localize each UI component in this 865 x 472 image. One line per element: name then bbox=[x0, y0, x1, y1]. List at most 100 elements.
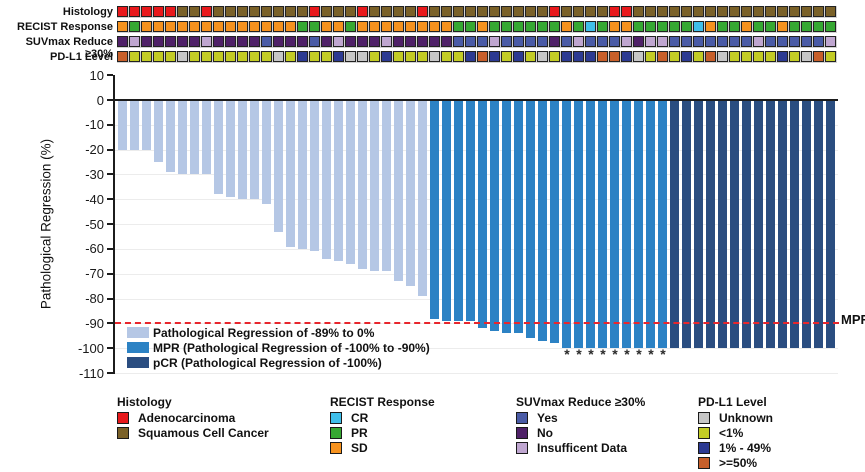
histology-cell bbox=[501, 6, 512, 17]
histology-cell bbox=[621, 6, 632, 17]
waterfall-bar bbox=[778, 100, 787, 349]
legend-item-label: >=50% bbox=[719, 456, 758, 470]
recist-cell bbox=[465, 21, 476, 32]
waterfall-bar bbox=[562, 100, 571, 349]
y-tick-label: -30 bbox=[85, 166, 104, 182]
suvmax-cell bbox=[669, 36, 680, 47]
recist-cell bbox=[717, 21, 728, 32]
pdl1-cell bbox=[705, 51, 716, 62]
histology-cell bbox=[645, 6, 656, 17]
pdl1-cell bbox=[537, 51, 548, 62]
recist-cell bbox=[357, 21, 368, 32]
waterfall-bar bbox=[178, 100, 187, 175]
histology-cell bbox=[237, 6, 248, 17]
suvmax-cell bbox=[429, 36, 440, 47]
pdl1-cell bbox=[693, 51, 704, 62]
suvmax-cell bbox=[129, 36, 140, 47]
recist-cell bbox=[165, 21, 176, 32]
histology-cell bbox=[729, 6, 740, 17]
asterisk-marker: * bbox=[576, 346, 582, 362]
y-tick-mark bbox=[107, 123, 113, 126]
histology-cell bbox=[345, 6, 356, 17]
suvmax-cell bbox=[465, 36, 476, 47]
legend-swatch bbox=[698, 457, 710, 469]
track-label-recist: RECIST Response bbox=[17, 21, 113, 33]
histology-cell bbox=[201, 6, 212, 17]
histology-cell bbox=[597, 6, 608, 17]
histology-cell bbox=[741, 6, 752, 17]
suvmax-cell bbox=[297, 36, 308, 47]
gridline bbox=[115, 174, 838, 175]
waterfall-bar bbox=[142, 100, 151, 150]
y-tick-label: -110 bbox=[78, 365, 104, 381]
y-tick-label: -80 bbox=[85, 291, 104, 307]
suvmax-cell bbox=[369, 36, 380, 47]
pdl1-cell bbox=[213, 51, 224, 62]
suvmax-cell bbox=[333, 36, 344, 47]
waterfall-bar bbox=[718, 100, 727, 349]
histology-cell bbox=[393, 6, 404, 17]
suvmax-cell bbox=[705, 36, 716, 47]
recist-cell bbox=[141, 21, 152, 32]
waterfall-bar bbox=[502, 100, 511, 334]
y-tick-mark bbox=[107, 347, 113, 350]
recist-cell bbox=[525, 21, 536, 32]
recist-cell bbox=[801, 21, 812, 32]
recist-cell bbox=[609, 21, 620, 32]
histology-cell bbox=[333, 6, 344, 17]
suvmax-cell bbox=[273, 36, 284, 47]
pdl1-cell bbox=[237, 51, 248, 62]
gridline bbox=[115, 199, 838, 200]
histology-cell bbox=[441, 6, 452, 17]
waterfall-bar bbox=[322, 100, 331, 259]
track-label-pdl1: PD-L1 Level bbox=[50, 51, 113, 63]
suvmax-cell bbox=[789, 36, 800, 47]
pdl1-cell bbox=[813, 51, 824, 62]
histology-cell bbox=[141, 6, 152, 17]
recist-cell bbox=[249, 21, 260, 32]
histology-cell bbox=[669, 6, 680, 17]
pdl1-cell bbox=[369, 51, 380, 62]
histology-cell bbox=[357, 6, 368, 17]
recist-cell bbox=[693, 21, 704, 32]
suvmax-cell bbox=[561, 36, 572, 47]
recist-cell bbox=[549, 21, 560, 32]
legend-swatch bbox=[330, 427, 342, 439]
suvmax-cell bbox=[261, 36, 272, 47]
y-axis-line bbox=[113, 75, 115, 374]
legend-item-label: Squamous Cell Cancer bbox=[138, 426, 269, 440]
suvmax-cell bbox=[801, 36, 812, 47]
legend-item-label: Yes bbox=[537, 411, 558, 425]
histology-cell bbox=[585, 6, 596, 17]
suvmax-cell bbox=[729, 36, 740, 47]
legend-swatch bbox=[117, 412, 129, 424]
suvmax-cell bbox=[825, 36, 836, 47]
pdl1-cell bbox=[309, 51, 320, 62]
gridline bbox=[115, 348, 838, 349]
waterfall-bar bbox=[190, 100, 199, 175]
histology-cell bbox=[273, 6, 284, 17]
legend-title: SUVmax Reduce ≥30% bbox=[516, 395, 646, 409]
recist-cell bbox=[681, 21, 692, 32]
asterisk-marker: * bbox=[564, 346, 570, 362]
recist-cell bbox=[201, 21, 212, 32]
recist-cell bbox=[273, 21, 284, 32]
suvmax-cell bbox=[357, 36, 368, 47]
pdl1-cell bbox=[801, 51, 812, 62]
suvmax-cell bbox=[777, 36, 788, 47]
suvmax-cell bbox=[189, 36, 200, 47]
histology-cell bbox=[261, 6, 272, 17]
recist-cell bbox=[417, 21, 428, 32]
pdl1-cell bbox=[609, 51, 620, 62]
y-tick-label: -40 bbox=[85, 191, 104, 207]
histology-cell bbox=[369, 6, 380, 17]
waterfall-bar bbox=[598, 100, 607, 349]
pdl1-cell bbox=[585, 51, 596, 62]
suvmax-cell bbox=[573, 36, 584, 47]
recist-cell bbox=[597, 21, 608, 32]
histology-cell bbox=[249, 6, 260, 17]
pdl1-cell bbox=[201, 51, 212, 62]
waterfall-bar bbox=[382, 100, 391, 272]
suvmax-cell bbox=[741, 36, 752, 47]
suvmax-cell bbox=[393, 36, 404, 47]
